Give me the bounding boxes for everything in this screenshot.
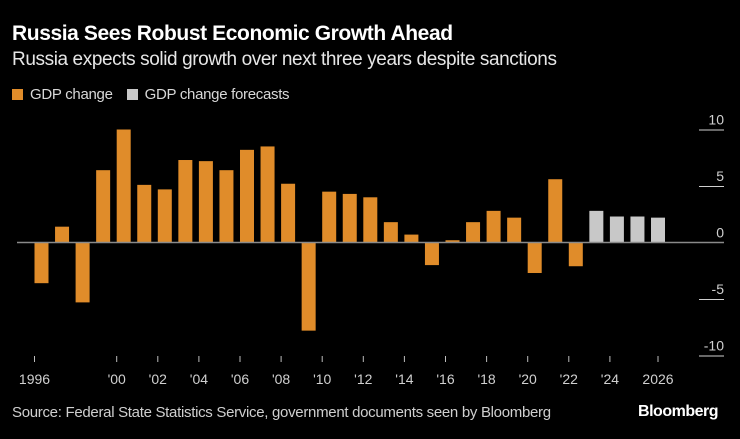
chart-title: Russia Sees Robust Economic Growth Ahead	[12, 22, 453, 45]
bar-gdp-2009	[301, 242, 316, 331]
bar-gdp-2006	[240, 149, 254, 243]
x-tick-label: 2026	[642, 371, 673, 387]
y-tick-label: 5	[716, 168, 724, 184]
bar-gdp-2007	[260, 146, 275, 243]
y-tick-label: -5	[712, 281, 725, 297]
bar-forecast-2023	[589, 210, 604, 243]
bar-gdp-2018	[486, 210, 501, 243]
bar-gdp-2015	[424, 242, 439, 266]
bar-gdp-1999	[96, 170, 111, 243]
legend-label: GDP change forecasts	[144, 86, 290, 103]
y-tick-label: 10	[708, 112, 724, 128]
legend-item-gdp-forecasts: GDP change forecasts	[126, 86, 290, 103]
bloomberg-logo: Bloomberg	[638, 403, 718, 420]
bar-gdp-1996	[34, 242, 49, 284]
bar-gdp-2016	[445, 240, 460, 243]
bar-forecast-2024	[609, 216, 624, 243]
source-note: Source: Federal State Statistics Service…	[12, 404, 551, 421]
bar-gdp-2021	[548, 179, 563, 243]
bars-group	[34, 129, 665, 331]
x-tick-label: '12	[354, 371, 372, 387]
legend-swatch-gdp-change	[12, 89, 23, 100]
bar-gdp-2003	[178, 160, 193, 243]
bar-gdp-2008	[281, 183, 296, 243]
bar-forecast-2025	[630, 216, 645, 243]
bar-gdp-2012	[363, 197, 378, 243]
bar-gdp-2020	[527, 242, 542, 274]
x-tick-label: '04	[190, 371, 208, 387]
bar-gdp-2022	[568, 242, 583, 267]
x-tick-label: '24	[601, 371, 619, 387]
bar-gdp-2011	[342, 193, 357, 243]
x-tick-label: '20	[519, 371, 537, 387]
bar-gdp-2001	[137, 184, 152, 243]
x-tick-label: '08	[272, 371, 290, 387]
bar-gdp-2017	[466, 222, 481, 243]
bar-gdp-1998	[75, 242, 90, 303]
x-tick-label: '10	[313, 371, 331, 387]
x-tick-label: '18	[477, 371, 495, 387]
chart-subtitle: Russia expects solid growth over next th…	[12, 49, 557, 70]
bar-gdp-1997	[55, 226, 70, 243]
bar-forecast-2026	[651, 217, 665, 243]
x-tick-label: 1996	[19, 371, 50, 387]
y-axis: 10 5 0 -5 -10	[697, 112, 724, 357]
bar-gdp-2014	[404, 234, 419, 243]
y-tick-label: -10	[704, 338, 724, 354]
legend-label: GDP change	[30, 86, 113, 103]
x-axis: 1996 '00 '02 '04 '06 '08 '10 '12 '14 '16 '18 '20 '22…	[19, 356, 674, 387]
x-tick-label: '16	[436, 371, 454, 387]
legend: GDP change GDP change forecasts	[12, 86, 303, 103]
bar-gdp-2005	[219, 170, 234, 243]
x-tick-label: '22	[560, 371, 578, 387]
legend-swatch-gdp-forecasts	[126, 89, 138, 100]
bar-gdp-2013	[383, 222, 398, 243]
legend-item-gdp-change: GDP change	[12, 86, 113, 103]
bar-gdp-2000	[116, 129, 131, 243]
bar-gdp-2019	[507, 217, 522, 243]
x-tick-label: '00	[108, 371, 126, 387]
x-tick-label: '02	[149, 371, 167, 387]
bar-gdp-2010	[322, 191, 337, 243]
bar-gdp-2002	[157, 189, 172, 243]
y-tick-label: 0	[716, 225, 724, 241]
x-tick-label: '14	[395, 371, 413, 387]
bar-gdp-2004	[198, 161, 213, 243]
x-tick-label: '06	[231, 371, 249, 387]
